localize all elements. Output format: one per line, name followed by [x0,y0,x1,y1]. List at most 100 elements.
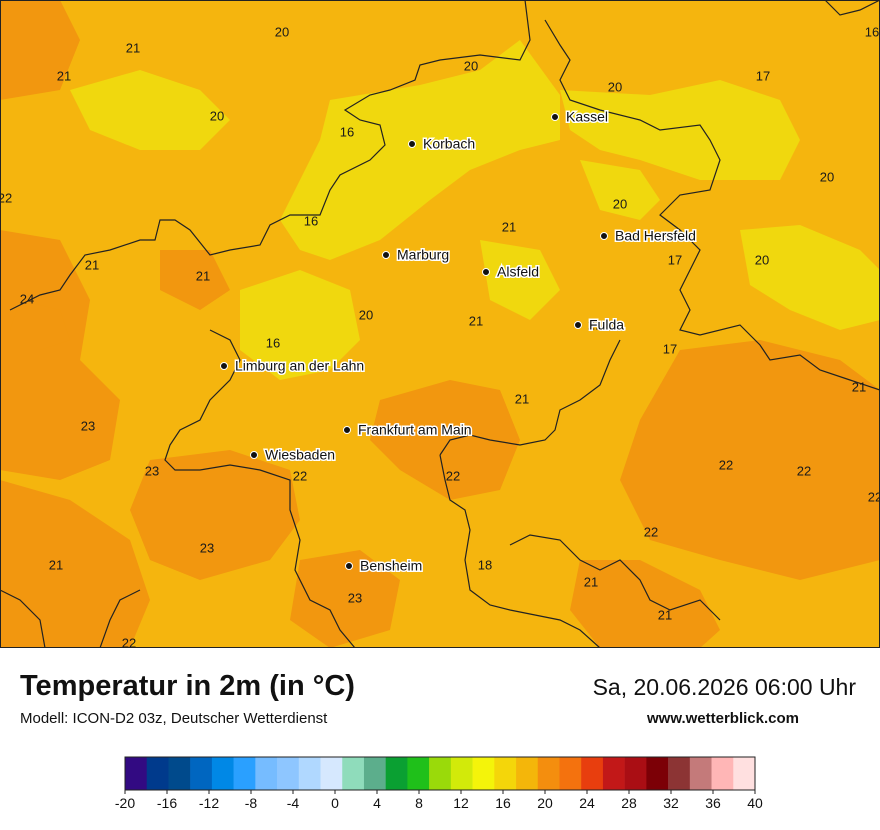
scale-tick-label: 16 [495,795,511,811]
scale-swatch [516,757,539,790]
scale-tick-label: 0 [331,795,339,811]
city-marker: Wiesbaden [250,445,337,464]
scale-swatch [255,757,278,790]
scale-tick-label: -8 [245,795,258,811]
city-marker: Bad Hersfeld [600,226,697,245]
scale-tick-label: 24 [579,795,595,811]
scale-swatch [125,757,148,790]
scale-swatch [233,757,256,790]
temperature-label: 21 [588,317,602,332]
temperature-label: 23 [81,418,95,433]
temperature-label: 24 [20,291,34,306]
temperature-label: 21 [584,574,598,589]
city-label: Fulda [589,317,624,333]
temperature-label: 23 [200,540,214,555]
temperature-label: 20 [613,196,627,211]
scale-swatch [320,757,343,790]
temperature-label: 21 [658,607,672,622]
scale-tick-label: -16 [157,795,177,811]
scale-frame [124,756,756,791]
scale-swatch [733,757,756,790]
city-dot [220,362,228,370]
city-marker: Korbach [408,134,477,153]
temperature-label: 21 [515,391,529,406]
city-label: Frankfurt am Main [358,422,472,438]
scale-tick-label: 36 [705,795,721,811]
city-marker: Fulda [574,315,626,334]
temperature-label: 21 [126,40,140,55]
city-dot [345,562,353,570]
scale-tick-label: 12 [453,795,469,811]
temperature-label: 22 [122,635,136,648]
temperature-label: 20 [359,307,373,322]
scale-swatch [602,757,625,790]
scale-swatch [277,757,300,790]
temperature-label: 20 [275,24,289,39]
scale-tick-label: -12 [199,795,219,811]
scale-swatch [298,757,321,790]
temperature-label: 16 [865,24,879,39]
scale-swatch [211,757,234,790]
scale-swatch [646,757,669,790]
city-dot [574,321,582,329]
scale-swatch [494,757,517,790]
scale-swatch [581,757,604,790]
city-label: Bensheim [360,558,422,574]
city-dot [382,251,390,259]
scale-swatch [363,757,386,790]
scale-tick-label: 28 [621,795,637,811]
website-link[interactable]: www.wetterblick.com [647,710,799,727]
temperature-label: 20 [755,252,769,267]
city-label: Wiesbaden [265,447,335,463]
city-label: Alsfeld [497,264,539,280]
scale-swatch [342,757,365,790]
temperature-label: 16 [304,213,318,228]
temperature-label: 21 [502,219,516,234]
scale-tick-label: 4 [373,795,381,811]
scale-swatch [689,757,712,790]
temperature-label: 21 [196,268,210,283]
city-label: Bad Hersfeld [615,228,696,244]
temperature-label: 22 [644,524,658,539]
scale-tick-label: 20 [537,795,553,811]
cool-zones [70,40,880,380]
temperature-label: 16 [340,124,354,139]
city-marker: Kassel [551,107,610,126]
temperature-label: 17 [668,252,682,267]
scale-swatch [537,757,560,790]
temperature-label: 22 [797,463,811,478]
forecast-datetime: Sa, 20.06.2026 06:00 Uhr [592,674,856,700]
scale-tick-label: 40 [747,795,763,811]
temperature-label: 21 [49,557,63,572]
temperature-label: 22 [293,468,307,483]
state-borders [0,0,880,648]
model-subtitle: Modell: ICON-D2 03z, Deutscher Wetterdie… [20,710,328,727]
temperature-label: 22 [868,489,880,504]
temperature-map: 20 21 21 20 20 20 17 16 16 20 22 16 21 20 21 21 17 20 24 20… [0,0,880,648]
temperature-label: 20 [820,169,834,184]
temperature-label: 21 [852,379,866,394]
temperature-label: 21 [85,257,99,272]
scale-swatch [385,757,408,790]
scale-tick-label: 32 [663,795,679,811]
chart-title: Temperatur in 2m (in °C) [20,670,355,702]
temperature-label: 22 [446,468,460,483]
temperature-label: 18 [478,557,492,572]
city-marker: Bensheim [345,556,424,575]
city-label: Marburg [397,247,449,263]
city-label: Korbach [423,136,475,152]
temperature-label: 21 [57,68,71,83]
city-marker: Frankfurt am Main [343,420,473,439]
city-dot [551,113,559,121]
temperature-label: 22 [0,190,12,205]
scale-swatch [668,757,691,790]
scale-swatch [711,757,734,790]
city-dot [343,426,351,434]
city-dot [600,232,608,240]
city-marker: Alsfeld [482,262,541,281]
city-dot [408,140,416,148]
footer: Temperatur in 2m (in °C) Modell: ICON-D2… [0,648,880,830]
temperature-labels: 20 21 21 20 20 20 17 16 16 20 22 16 21 20 21 21 17 20 24 20… [0,24,880,648]
scale-swatch [146,757,169,790]
temperature-label: 20 [608,79,622,94]
